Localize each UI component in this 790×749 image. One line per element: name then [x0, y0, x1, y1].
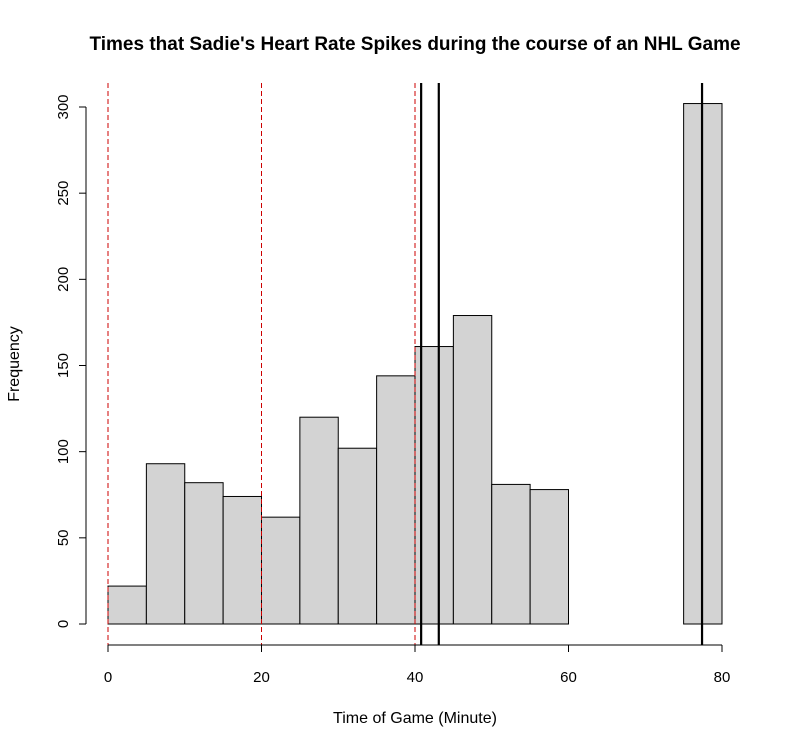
x-tick-label: 60: [560, 669, 577, 686]
histogram-bar: [337, 447, 378, 625]
y-axis: 0 50 100 150 200 250 300: [55, 94, 87, 628]
x-axis: 0 20 40 60 80: [104, 644, 731, 686]
histogram-bar: [222, 495, 262, 625]
y-tick-label: 250: [55, 181, 72, 206]
chart-title: Times that Sadie's Heart Rate Spikes dur…: [89, 34, 740, 55]
y-tick-label: 50: [55, 529, 72, 546]
y-tick-label: 150: [55, 353, 72, 378]
bars-group: [107, 103, 723, 625]
y-tick-label: 300: [55, 94, 72, 119]
histogram-bar: [145, 463, 186, 625]
x-tick-label: 40: [407, 669, 424, 686]
histogram-bar: [452, 315, 493, 625]
x-tick-label: 20: [253, 669, 270, 686]
reference-lines-group: [107, 83, 704, 645]
histogram-bar: [184, 482, 224, 625]
histogram-bar: [299, 416, 339, 625]
histogram-bar: [491, 483, 531, 625]
y-tick-label: 0: [55, 620, 72, 628]
histogram-bar: [261, 516, 301, 625]
x-tick-label: 80: [714, 669, 731, 686]
x-tick-label: 0: [104, 669, 112, 686]
y-tick-label: 100: [55, 439, 72, 464]
y-tick-label: 200: [55, 267, 72, 292]
histogram-bar: [107, 585, 147, 625]
histogram-bar: [529, 489, 569, 625]
histogram-bar: [376, 375, 416, 625]
y-axis-label: Frequency: [6, 326, 23, 402]
x-axis-label: Time of Game (Minute): [333, 710, 497, 727]
